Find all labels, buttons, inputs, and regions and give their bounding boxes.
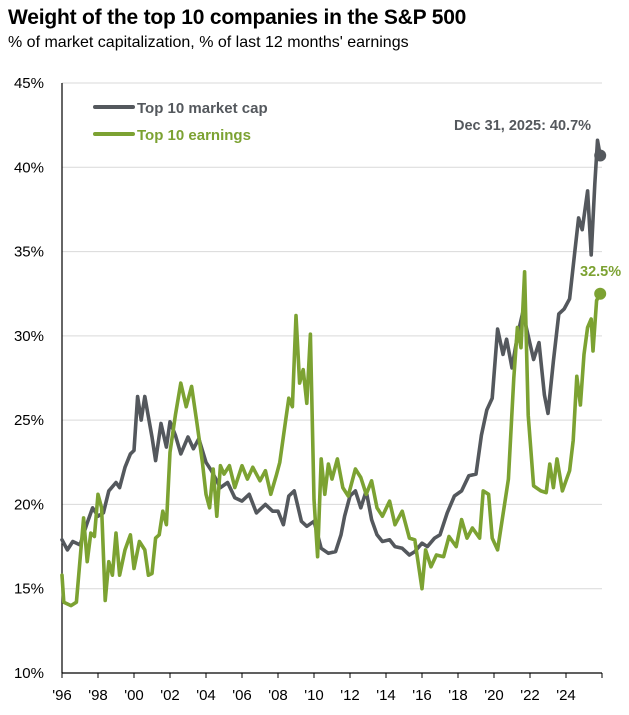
x-tick-label: '24 <box>556 687 576 704</box>
y-tick-label: 15% <box>14 581 44 598</box>
y-tick-label: 40% <box>14 159 44 176</box>
x-tick-label: '08 <box>268 687 288 704</box>
x-tick-label: '16 <box>412 687 432 704</box>
x-tick-label: '02 <box>160 687 180 704</box>
series-lines <box>60 138 607 608</box>
x-axis: '96 '98 '00 '02 '04 '06 '08 '10 '12 '14 '16 '18 '20 '… <box>52 83 603 704</box>
x-tick-label: '10 <box>304 687 324 704</box>
x-tick-label: '22 <box>520 687 540 704</box>
series-line-earnings <box>60 270 602 608</box>
legend: Top 10 market cap Top 10 earnings <box>93 100 268 144</box>
legend-label-earnings[interactable]: Top 10 earnings <box>137 127 251 144</box>
end-marker-earnings <box>594 287 607 300</box>
y-tick-label: 25% <box>14 412 44 429</box>
chart-subtitle: % of market capitalization, % of last 12… <box>8 34 409 51</box>
annotations: Dec 31, 2025: 40.7% 32.5% <box>454 118 621 280</box>
y-tick-label: 35% <box>14 244 44 261</box>
y-axis-ticks: 10% 15% 20% 25% 30% 35% 40% 45% <box>14 75 44 682</box>
y-tick-label: 30% <box>14 328 44 345</box>
x-tick-label: '96 <box>52 687 72 704</box>
annotation-market-cap-end: Dec 31, 2025: 40.7% <box>454 118 591 134</box>
end-marker-market-cap <box>594 149 607 162</box>
x-tick-label: '06 <box>232 687 252 704</box>
y-tick-label: 20% <box>14 496 44 513</box>
x-tick-label: '12 <box>340 687 360 704</box>
x-tick-label: '98 <box>88 687 108 704</box>
series-line-market-cap <box>60 138 602 557</box>
legend-label-market-cap[interactable]: Top 10 market cap <box>137 100 268 117</box>
x-tick-label: '14 <box>376 687 396 704</box>
x-tick-label: '20 <box>484 687 504 704</box>
annotation-earnings-end: 32.5% <box>580 264 621 280</box>
y-tick-label: 45% <box>14 75 44 92</box>
x-tick-label: '04 <box>196 687 216 704</box>
y-tick-label: 10% <box>14 665 44 682</box>
x-tick-label: '00 <box>124 687 144 704</box>
chart-title: Weight of the top 10 companies in the S&… <box>8 6 467 29</box>
x-tick-label: '18 <box>448 687 468 704</box>
